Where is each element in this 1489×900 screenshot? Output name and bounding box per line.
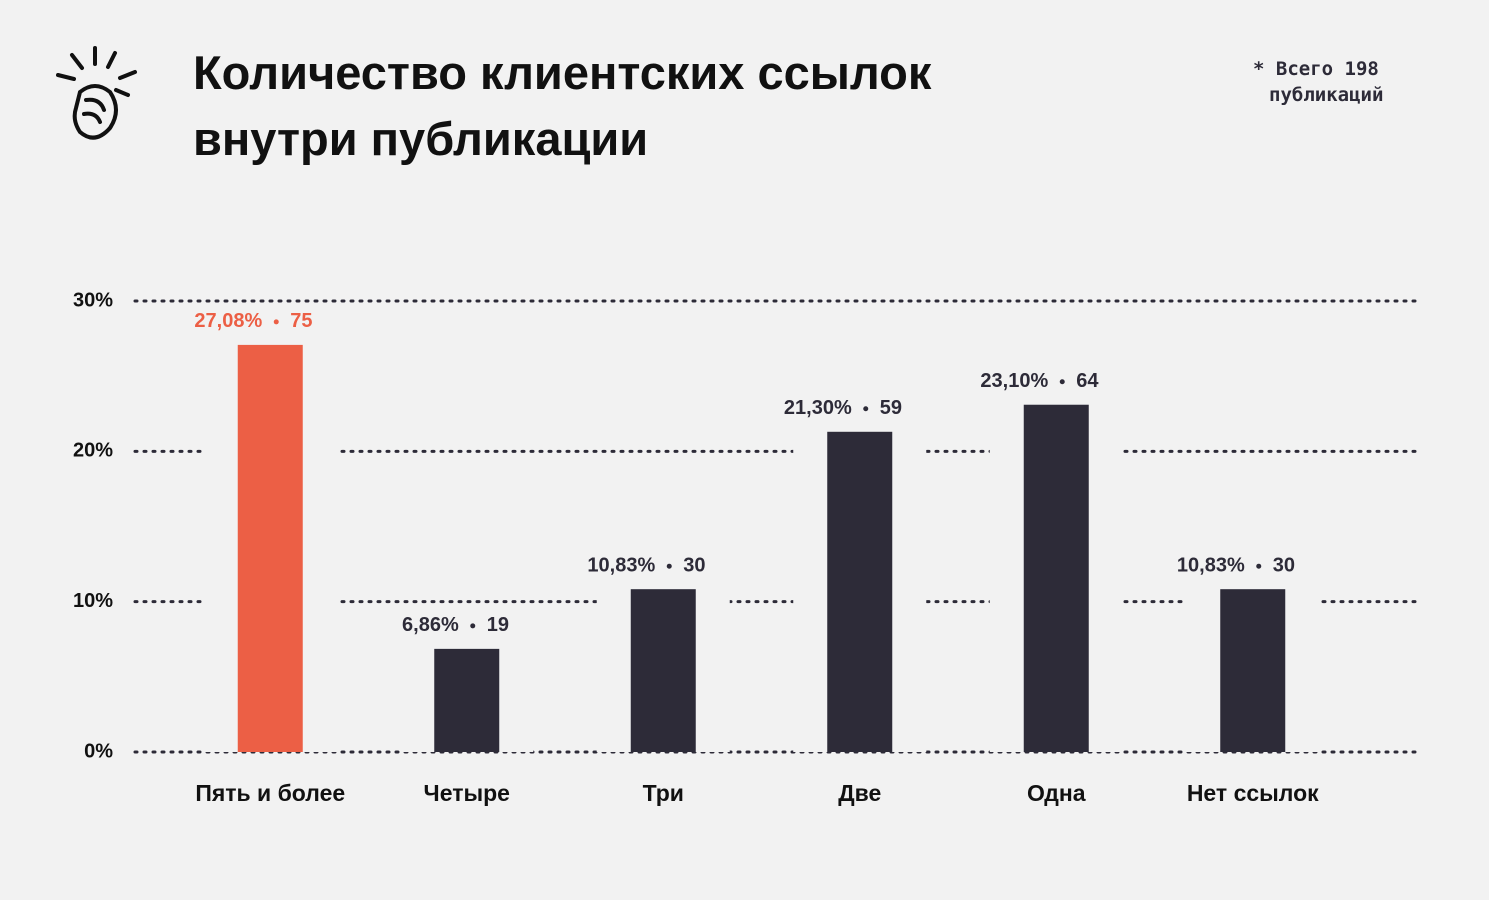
count-label: 30 xyxy=(683,554,705,576)
bar xyxy=(237,344,303,752)
count-label: 19 xyxy=(487,614,509,636)
y-tick-label: 0% xyxy=(84,740,113,762)
value-label: 6,86% xyxy=(402,614,459,636)
count-label: 30 xyxy=(1273,554,1295,576)
y-tick-label: 20% xyxy=(73,440,113,462)
x-tick-label: Пять и более xyxy=(195,780,345,806)
count-label: 59 xyxy=(880,397,902,419)
separator-dot xyxy=(273,319,279,325)
chart-title: Количество клиентских ссылок внутри публ… xyxy=(193,46,932,165)
value-label: 27,08% xyxy=(194,310,262,332)
bar xyxy=(630,589,696,752)
bar xyxy=(827,431,893,752)
separator-dot xyxy=(1256,563,1262,569)
y-tick-label: 30% xyxy=(73,289,113,311)
count-label: 75 xyxy=(290,310,312,332)
y-tick-label: 10% xyxy=(73,590,113,612)
x-tick-label: Три xyxy=(643,780,684,806)
value-label: 21,30% xyxy=(784,397,852,419)
value-label: 23,10% xyxy=(980,370,1048,392)
bar xyxy=(434,648,500,752)
separator-dot xyxy=(1059,379,1065,385)
x-tick-label: Четыре xyxy=(424,780,510,806)
value-label: 10,83% xyxy=(1177,554,1245,576)
separator-dot xyxy=(666,563,672,569)
count-label: 64 xyxy=(1076,370,1099,392)
x-tick-label: Две xyxy=(838,780,881,806)
bar xyxy=(1023,404,1089,752)
value-label: 10,83% xyxy=(587,554,655,576)
note: * Всего 198 публикаций xyxy=(1253,58,1384,106)
bar xyxy=(1220,589,1286,752)
x-tick-label: Одна xyxy=(1027,780,1086,806)
logo-icon xyxy=(56,46,137,140)
x-tick-label: Нет ссылок xyxy=(1187,780,1319,806)
separator-dot xyxy=(863,406,869,412)
separator-dot xyxy=(470,623,476,629)
